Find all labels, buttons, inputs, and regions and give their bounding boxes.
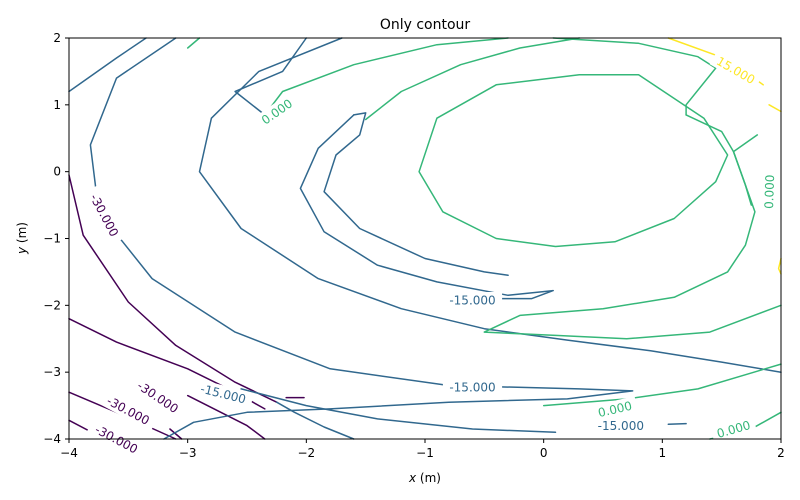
contour-line [198, 37, 782, 373]
x-axis-var: x [408, 471, 417, 485]
contour-line [186, 37, 201, 49]
contour-label-group-item: -15.000 [442, 292, 503, 308]
contour-label-background [760, 169, 778, 214]
contour-label: 15.000 [714, 54, 757, 87]
contour-line [264, 37, 509, 116]
contour-line [418, 74, 729, 248]
y-tick-label: −2 [43, 298, 61, 312]
x-tick-label: 0 [540, 446, 548, 460]
contour-label-background [591, 396, 639, 422]
contour-label-group-item: 15.000 [709, 50, 763, 90]
contour-label-group-item: -30.000 [83, 185, 126, 245]
y-axis-var: y [15, 246, 29, 255]
contour-label-background [709, 50, 763, 90]
contour-label-background [192, 378, 254, 409]
x-tick-label: −3 [179, 446, 197, 460]
x-axis-unit: (m) [416, 471, 441, 485]
contour-label-group-item: -15.000 [591, 417, 651, 434]
contour-line [89, 37, 634, 440]
contour-label-group-item: -15.000 [192, 378, 254, 409]
y-tick-label: −4 [43, 432, 61, 446]
contour-label: 0.000 [715, 418, 752, 441]
contour-line [68, 174, 278, 403]
contour-line [275, 401, 355, 440]
contour-label-background [254, 92, 300, 131]
x-tick-label: −2 [297, 446, 315, 460]
contour-label: -15.000 [449, 380, 495, 394]
contour-line [240, 388, 557, 434]
contour-label-background [98, 389, 159, 432]
y-tick-label: −1 [43, 232, 61, 246]
x-axis-label: x (m) [408, 471, 441, 485]
contour-line [299, 114, 554, 300]
contour-line [483, 134, 782, 340]
x-tick-label: −4 [60, 446, 78, 460]
y-axis-unit: (m) [15, 222, 29, 247]
contour-line [768, 104, 782, 113]
contour-line [68, 37, 147, 93]
contour-lines [68, 37, 782, 440]
contour-label-group-item: 0.000 [760, 169, 778, 214]
chart-title: Only contour [380, 17, 471, 33]
contour-line [234, 37, 308, 116]
contour-label: -15.000 [598, 419, 644, 433]
contour-labels: -30.000-30.000-30.000-30.000-15.000-15.0… [83, 50, 778, 460]
contour-label-background [442, 378, 503, 395]
contour-line [364, 37, 581, 121]
contour-label-background [442, 292, 503, 308]
contour-label-group-item: -15.000 [442, 378, 503, 395]
contour-line [552, 37, 717, 116]
contour-line [323, 112, 509, 277]
contour-line [169, 428, 183, 440]
x-tick-label: −1 [416, 446, 434, 460]
y-tick-label: −3 [43, 365, 61, 379]
x-tick-label: 2 [777, 446, 785, 460]
contour-label-background [591, 417, 651, 434]
x-axis: −4 −3 −2 −1 0 1 2 [60, 439, 785, 460]
contour-label: -15.000 [449, 294, 495, 308]
y-tick-label: 2 [53, 31, 61, 45]
contour-line [685, 114, 753, 206]
contour-line [777, 257, 782, 275]
y-tick-label: 1 [53, 98, 61, 112]
x-tick-label: 1 [659, 446, 667, 460]
contour-label: -30.000 [87, 192, 121, 239]
y-axis-label: y (m) [15, 222, 29, 255]
y-tick-label: 0 [53, 165, 61, 179]
contour-label-background [83, 185, 126, 245]
contour-label: 0.000 [762, 174, 777, 209]
contour-line [186, 394, 266, 440]
contour-line [542, 363, 782, 407]
contour-line [667, 422, 687, 426]
y-axis: −4 −3 −2 −1 0 1 2 [43, 31, 69, 446]
contour-label-group-item: 0.000 [591, 396, 639, 422]
contour-label-background [710, 415, 757, 443]
contour-label-background [128, 373, 188, 421]
